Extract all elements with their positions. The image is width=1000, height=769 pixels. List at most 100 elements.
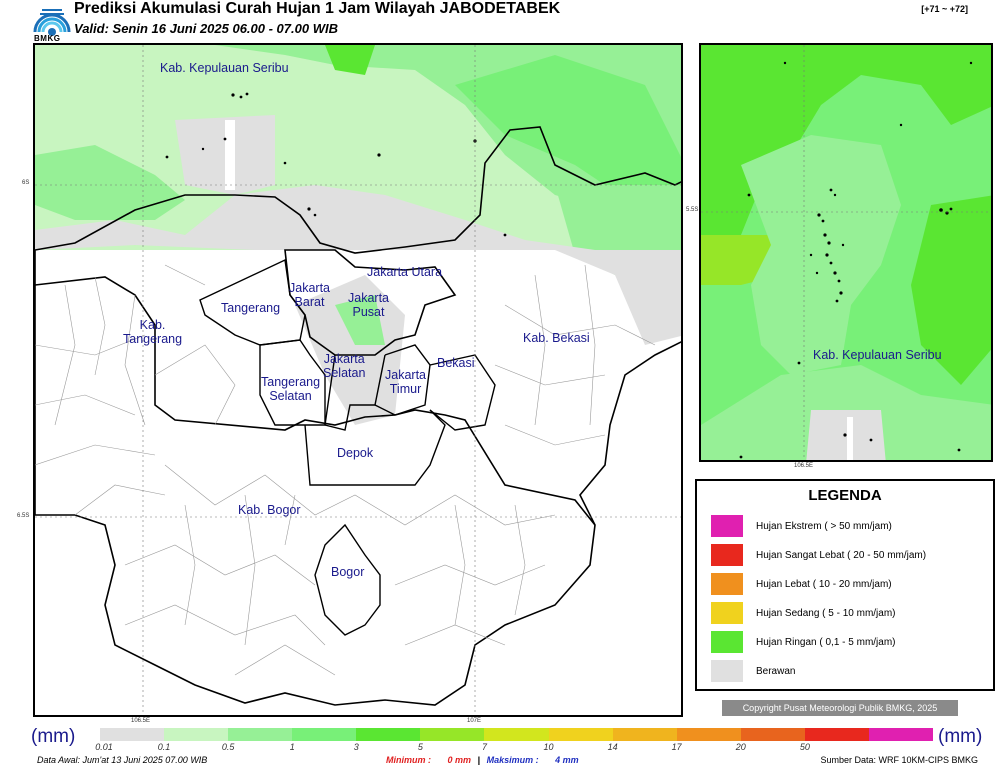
legend-item-ekstrem: Hujan Ekstrem ( > 50 mm/jam) [711,515,892,537]
bmkg-logo [33,9,71,36]
label-jakarta-pusat: Jakarta Pusat [348,291,389,319]
colorbar-segment [164,728,229,741]
inset-rain-mid [741,135,901,375]
colorbar-tick-label: 7 [481,742,487,752]
legend-item-lebat: Hujan Lebat ( 10 - 20 mm/jam) [711,573,892,595]
label-jakarta-timur: Jakarta Timur [385,368,426,396]
colorbar-tick-label: 50 [799,742,810,752]
legend-title: LEGENDA [808,487,882,504]
precipitation-map-canvas [35,45,681,715]
inset-cloud-gap [847,417,853,460]
label-kab-kepulauan-seribu: Kab. Kepulauan Seribu [160,61,289,75]
minimum-value: 0 mm [447,755,472,765]
maximum-label: Maksimum : [486,755,539,765]
colorbar-tick-label: 20 [735,742,746,752]
colorbar-tick-label: 0.5 [221,742,235,752]
legend-swatch [711,515,743,537]
label-jakarta-utara: Jakarta Utara [367,265,443,279]
colorbar-segment [804,728,869,741]
legend-swatch [711,544,743,566]
colorbar [100,728,934,741]
inset-map-canvas [701,45,991,460]
colorbar-segment [292,728,357,741]
label-tangerang-selatan: Tangerang Selatan [261,375,321,403]
colorbar-segment [420,728,485,741]
lat-tick-6-5s: 6.5S [17,513,30,519]
legend-item-berawan: Berawan [711,660,795,682]
colorbar-segment [356,728,421,741]
colorbar-unit-right: (mm) [938,726,983,747]
data-source: Sumber Data: WRF 10KM-CIPS BMKG [820,755,978,765]
legend-item-label: Berawan [756,665,796,677]
colorbar-tick-label: 17 [671,742,682,752]
colorbar-segment [740,728,805,741]
province-boundary [35,276,596,526]
colorbar-tick-label: 14 [607,742,618,752]
graticule [35,45,681,715]
maximum-value: 4 mm [555,755,579,765]
copyright-notice: Copyright Pusat Meteorologi Publik BMKG,… [722,700,958,716]
label-tangerang: Tangerang [221,301,281,315]
tangsel-boundary [259,339,326,426]
valid-time: Valid: Senin 16 Juni 2025 06.00 - 07.00 … [74,21,338,36]
rain-field-peak [325,45,375,75]
legend-swatch [711,602,743,624]
colorbar-segment [228,728,293,741]
colorbar-segment [548,728,613,741]
inset-lat-tick: 5.5S [686,207,699,213]
label-jakarta-barat: Jakarta Barat [289,281,330,309]
rain-field-west [35,145,185,220]
legend-item-sedang: Hujan Sedang ( 5 - 10 mm/jam) [711,602,896,624]
legend-swatch [711,660,743,682]
inset-map[interactable]: Kab. Kepulauan Seribu [699,43,993,462]
lon-tick-106-5e: 106.5E [131,718,151,724]
colorbar-unit-left: (mm) [31,726,76,747]
inset-islands [739,61,973,459]
label-bogor: Bogor [331,565,365,579]
inset-rain-core [701,45,991,255]
lat-tick-6s: 6S [22,180,30,186]
legend-item-sangat-lebat: Hujan Sangat Lebat ( 20 - 50 mm/jam) [711,544,926,566]
label-jakarta-selatan: Jakarta Selatan [323,352,366,380]
min-max-separator: | [477,755,481,765]
cloud-gap [225,120,235,190]
legend-item-label: Hujan Lebat ( 10 - 20 mm/jam) [756,578,892,590]
page-title: Prediksi Akumulasi Curah Hujan 1 Jam Wil… [74,0,561,17]
depok-boundary [304,409,446,486]
min-max-summary: Minimum : 0 mm | Maksimum : 4 mm [386,755,579,765]
minimum-label: Minimum : [386,755,431,765]
label-bekasi: Bekasi [437,356,475,370]
legend-swatch [711,573,743,595]
jakarta-boundary [284,249,457,356]
colorbar-tick-label: 3 [353,742,359,752]
inset-rain-east [911,195,991,385]
colorbar-tick-label: 0.1 [157,742,171,752]
label-kab-bogor: Kab. Bogor [238,503,301,517]
lon-tick-107e: 107E [467,718,482,724]
legend-item-label: Hujan Ekstrem ( > 50 mm/jam) [756,520,892,532]
bogor-city-boundary [314,523,381,636]
label-depok: Depok [337,446,374,460]
inset-label-kab-kepulauan-seribu: Kab. Kepulauan Seribu [813,348,942,362]
legend-panel: LEGENDA Hujan Ekstrem ( > 50 mm/jam) Huj… [695,479,995,691]
main-map[interactable]: Kab. Kepulauan Seribu Jakarta Utara Jaka… [33,43,683,717]
jaksel-boundary [324,354,386,431]
colorbar-tick-label: 5 [417,742,423,752]
district-lines [35,264,656,676]
islands [165,92,507,237]
logo-text: BMKG [34,34,61,43]
colorbar-segment [484,728,549,741]
legend-swatch [711,631,743,653]
colorbar-tick-label: 1 [289,742,295,752]
colorbar-segment [100,728,165,741]
legend-item-label: Hujan Sangat Lebat ( 20 - 50 mm/jam) [756,549,927,561]
inset-graticule [701,45,991,460]
bekasi-boundary [429,354,496,431]
land-outline [35,126,681,706]
legend-item-label: Hujan Sedang ( 5 - 10 mm/jam) [756,607,896,619]
legend-item-ringan: Hujan Ringan ( 0,1 - 5 mm/jam) [711,631,896,653]
label-kab-tangerang: Kab. Tangerang [123,318,183,346]
colorbar-tick-label: 0.01 [95,742,113,752]
jaktim-boundary [374,344,431,416]
colorbar-segment [868,728,934,741]
